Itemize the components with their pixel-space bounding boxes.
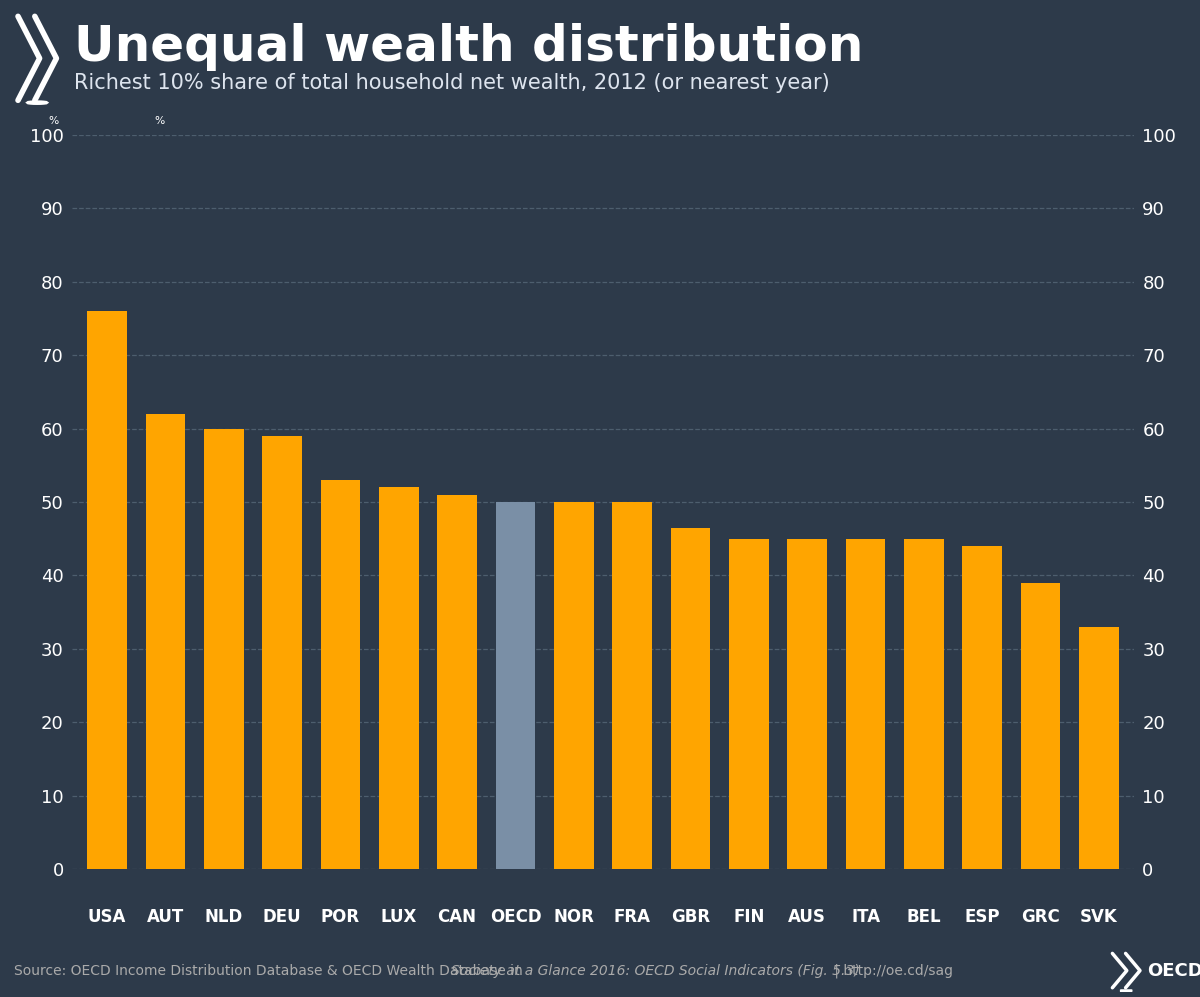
Text: Source: OECD Income Distribution Database & OECD Wealth Database in: Source: OECD Income Distribution Databas… (14, 963, 528, 978)
Bar (204, 429, 244, 869)
Bar (1021, 583, 1061, 869)
Bar (671, 527, 710, 869)
Bar (787, 538, 827, 869)
Bar (904, 538, 943, 869)
Text: Richest 10% share of total household net wealth, 2012 (or nearest year): Richest 10% share of total household net… (74, 74, 830, 94)
Bar (962, 546, 1002, 869)
Text: Unequal wealth distribution: Unequal wealth distribution (74, 23, 864, 72)
Text: $^{\%}$: $^{\%}$ (154, 117, 166, 132)
Bar (320, 480, 360, 869)
Bar (730, 538, 769, 869)
Bar (496, 502, 535, 869)
Bar (145, 414, 185, 869)
Text: $^{\%}$: $^{\%}$ (48, 117, 60, 132)
Bar (612, 502, 652, 869)
Text: | http://oe.cd/sag: | http://oe.cd/sag (829, 963, 953, 978)
Bar (88, 311, 127, 869)
Text: OECD: OECD (1147, 961, 1200, 980)
Text: Society at a Glance 2016: OECD Social Indicators (Fig. 5.3): Society at a Glance 2016: OECD Social In… (451, 963, 859, 978)
Bar (1079, 627, 1118, 869)
Bar (379, 488, 419, 869)
Bar (437, 495, 476, 869)
Bar (554, 502, 594, 869)
Bar (263, 436, 302, 869)
Bar (846, 538, 886, 869)
